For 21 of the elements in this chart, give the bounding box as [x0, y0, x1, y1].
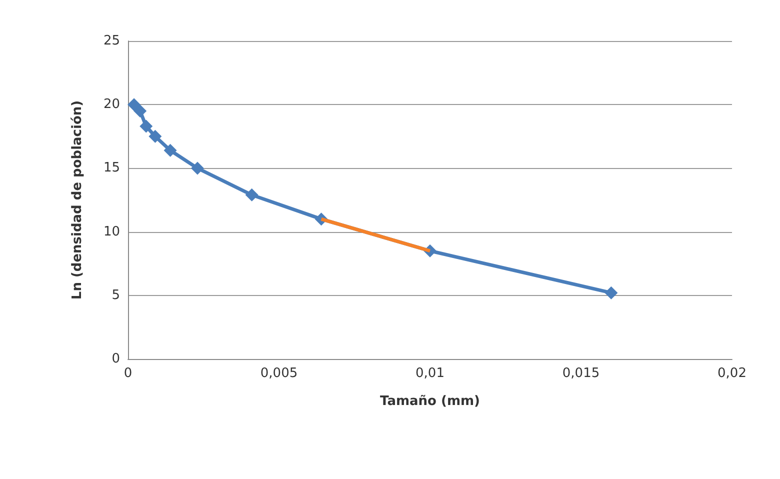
x-tick-label: 0,005 — [260, 366, 298, 381]
y-tick-label: 15 — [103, 160, 120, 176]
x-axis-title: Tamaño (mm) — [380, 394, 480, 409]
y-tick-label: 0 — [112, 352, 120, 366]
y-axis-title: Ln (densidad de población) — [70, 100, 85, 300]
y-tick-label: 10 — [103, 224, 120, 240]
x-tick-label: 0,01 — [416, 366, 444, 381]
x-tick-label: 0 — [124, 366, 132, 381]
point — [140, 120, 153, 133]
x-tick-label: 0,02 — [718, 366, 746, 381]
x-tick-label: 0,015 — [562, 366, 600, 381]
point — [128, 98, 141, 112]
point — [604, 286, 618, 300]
point — [245, 188, 258, 202]
point — [148, 130, 162, 143]
point — [134, 104, 147, 118]
y-tick-label: 5 — [112, 288, 120, 303]
y-tick-label: 20 — [103, 97, 120, 112]
point — [164, 144, 177, 157]
y-tick-label: 25 — [103, 34, 120, 48]
point — [190, 162, 204, 175]
